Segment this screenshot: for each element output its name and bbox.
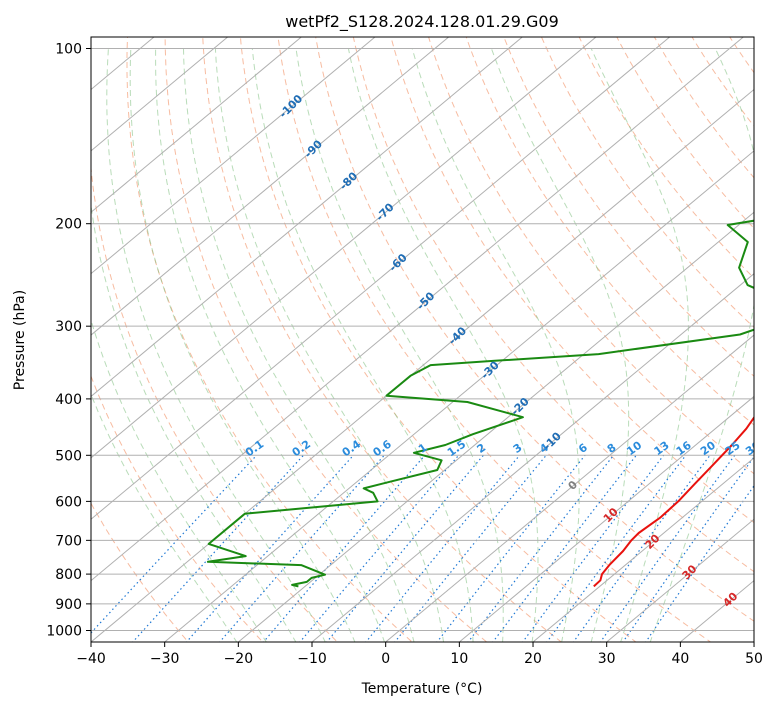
plot-background xyxy=(91,37,754,642)
profile-lines xyxy=(206,219,754,588)
dewpoint-line xyxy=(206,219,754,588)
mixing-ratio-line xyxy=(325,454,484,642)
y-tick-label: 800 xyxy=(55,567,82,583)
mixing-ratio-line xyxy=(546,454,687,642)
isotherm-line xyxy=(458,395,754,642)
dry-adiabat xyxy=(91,163,339,642)
mixing-ratio-line xyxy=(436,454,586,642)
mixing-ratio-line xyxy=(572,454,711,642)
mixing-ratio-line xyxy=(185,454,354,642)
x-tick-label: 20 xyxy=(524,651,542,667)
x-tick-label: −10 xyxy=(297,651,327,667)
x-tick-label: −30 xyxy=(150,651,180,667)
y-tick-label: 600 xyxy=(55,494,82,510)
y-tick-label: 200 xyxy=(55,217,82,233)
y-tick-label: 300 xyxy=(55,319,82,335)
mixing-ratio-line xyxy=(599,454,736,642)
x-axis: −40 −30 −20 −10 0 10 20 30 40 50 xyxy=(76,642,763,667)
isotherm-line xyxy=(0,36,8,655)
moist-adiabat xyxy=(347,48,539,642)
mixing-ratio-line xyxy=(299,454,460,642)
dry-adiabat xyxy=(239,37,637,642)
isotherm-line xyxy=(91,37,671,520)
temperature-line xyxy=(593,415,754,588)
moist-adiabat xyxy=(590,48,689,642)
mixing-ratio-line xyxy=(131,454,304,642)
moist-adiabat xyxy=(251,48,474,642)
isotherm-line xyxy=(532,457,754,642)
moist-adiabat xyxy=(91,318,267,642)
background-lines xyxy=(0,36,775,655)
x-tick-label: 30 xyxy=(598,651,616,667)
dry-adiabat xyxy=(653,37,754,179)
x-tick-label: 0 xyxy=(381,651,390,667)
x-axis-label: Temperature (°C) xyxy=(361,681,483,697)
dry-adiabat xyxy=(126,37,413,642)
moist-adiabat xyxy=(214,48,445,642)
dry-adiabat xyxy=(164,37,488,642)
mixing-ratio-label: 30 xyxy=(743,439,763,459)
y-axis-label: Pressure (hPa) xyxy=(12,290,28,390)
dry-adiabat xyxy=(277,37,712,642)
moist-adiabat xyxy=(155,48,385,642)
moist-adiabat xyxy=(490,48,630,642)
dry-adiabat xyxy=(390,37,754,524)
chart-title: wetPf2_S128.2024.128.01.29.G09 xyxy=(285,12,559,32)
dry-adiabat xyxy=(766,36,775,655)
mixing-ratio-label: 36 xyxy=(764,439,775,459)
isotherm-line xyxy=(91,37,229,152)
dry-adiabat xyxy=(578,37,754,279)
dry-adiabat xyxy=(202,37,563,642)
isotherm-line xyxy=(605,518,754,642)
x-tick-label: −20 xyxy=(224,651,254,667)
isotherm-line xyxy=(163,150,754,642)
isotherm-line xyxy=(91,88,754,642)
x-tick-label: −40 xyxy=(76,651,106,667)
mixing-ratio-line xyxy=(622,455,754,642)
isotherm-line xyxy=(91,37,745,582)
dry-adiabat xyxy=(540,37,754,329)
x-tick-label: 10 xyxy=(450,651,468,667)
y-tick-label: 400 xyxy=(55,392,82,408)
isotherm-line xyxy=(237,211,754,642)
isotherm-line xyxy=(384,334,754,642)
y-tick-label: 100 xyxy=(55,42,82,58)
dry-adiabat xyxy=(465,37,754,426)
moist-adiabat xyxy=(649,48,754,642)
isotherm-line xyxy=(91,37,597,459)
dry-adiabat xyxy=(352,37,754,573)
moist-adiabat xyxy=(183,48,415,642)
dry-adiabat xyxy=(91,502,189,642)
y-tick-label: 1000 xyxy=(46,624,82,640)
y-axis: 100 200 300 400 500 600 700 800 900 1000 xyxy=(46,42,91,640)
isotherm-line xyxy=(91,37,303,213)
moist-adiabat xyxy=(295,48,504,642)
isotherm-line xyxy=(91,37,524,398)
dry-adiabat xyxy=(315,37,754,622)
dry-adiabat xyxy=(428,37,754,475)
moist-adiabat xyxy=(129,48,356,642)
moist-adiabat xyxy=(91,392,238,642)
isotherm-line xyxy=(91,37,376,275)
x-tick-label: 40 xyxy=(671,651,689,667)
moist-adiabat xyxy=(91,201,297,642)
moist-adiabat xyxy=(411,48,580,642)
mixing-ratio-line xyxy=(521,454,665,642)
mixing-ratio-line xyxy=(645,484,754,642)
y-tick-label: 500 xyxy=(55,448,82,464)
moist-adiabat xyxy=(106,48,326,642)
dry-adiabat xyxy=(503,37,754,377)
plot-frame xyxy=(90,36,755,643)
isotherm-line xyxy=(91,37,450,336)
y-tick-label: 700 xyxy=(55,533,82,549)
mixing-ratio-line xyxy=(91,454,258,634)
y-tick-label: 900 xyxy=(55,597,82,613)
x-tick-label: 50 xyxy=(745,651,763,667)
